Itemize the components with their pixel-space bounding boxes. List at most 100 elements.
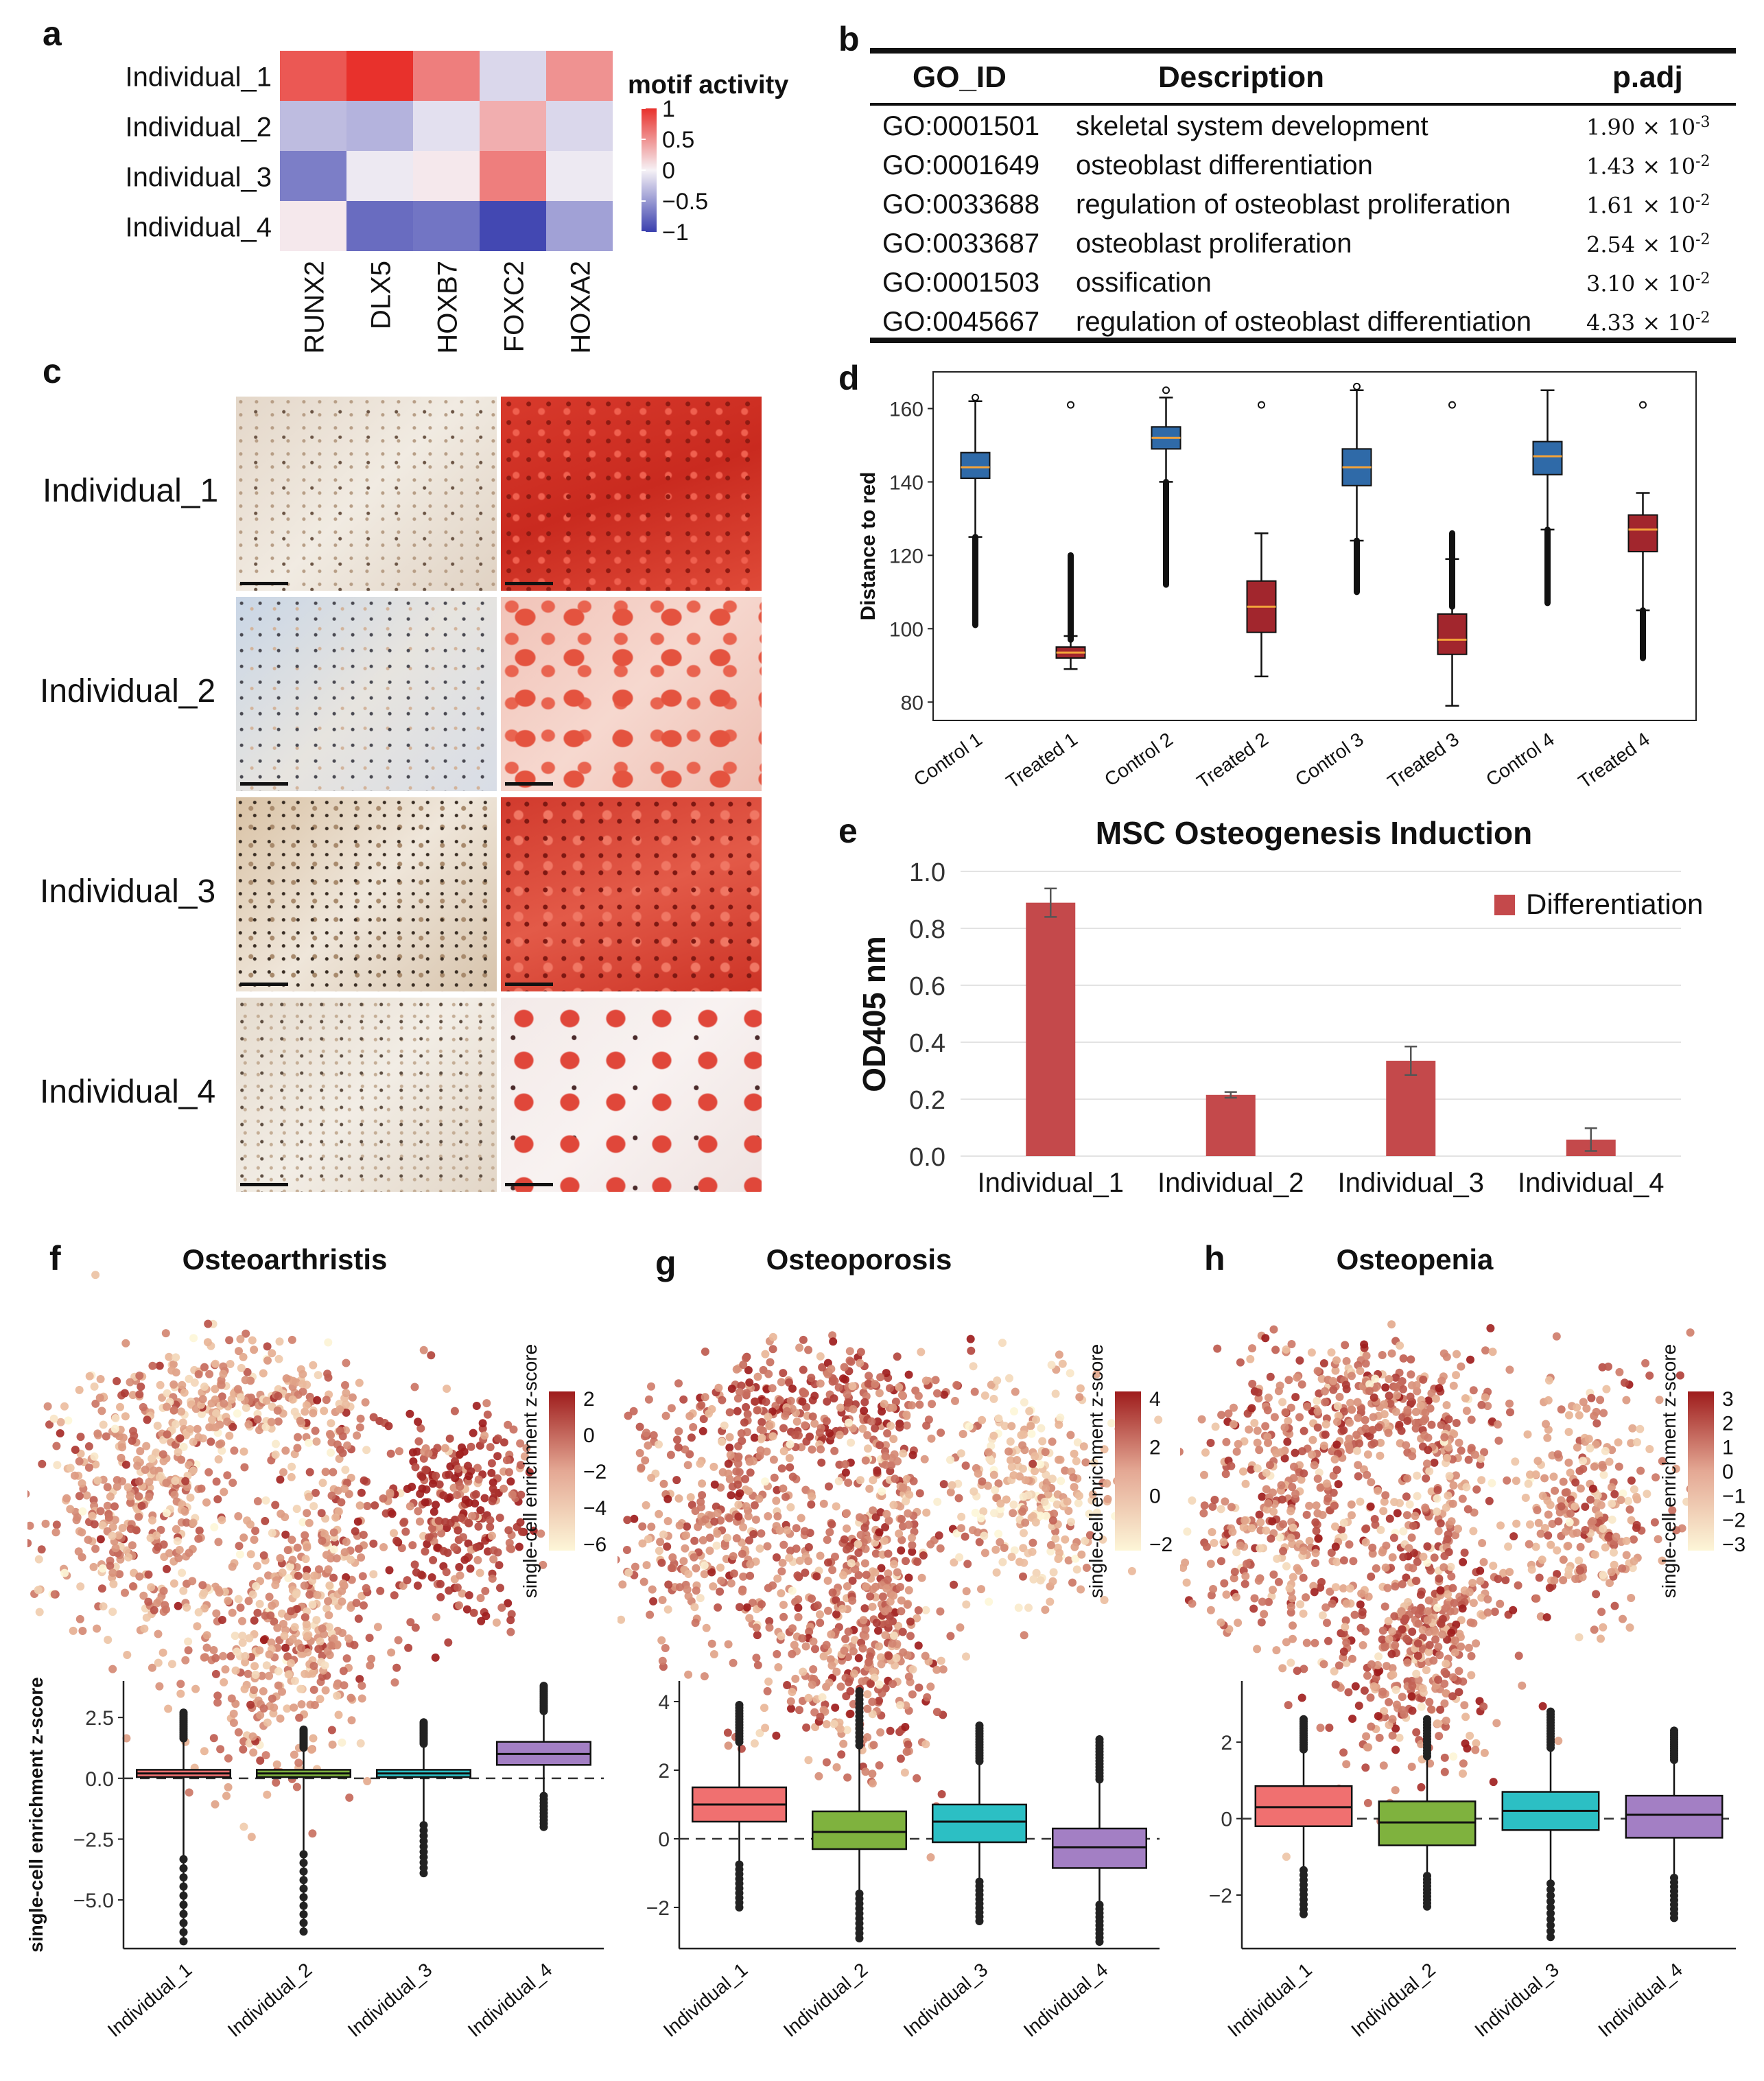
umap-cell-point (899, 1483, 908, 1492)
umap-cell-point (753, 1631, 762, 1640)
umap-cell-point (246, 1700, 255, 1709)
umap-cell-point (1471, 1745, 1480, 1754)
scale-bar (505, 582, 553, 585)
umap-cell-point (1107, 1419, 1116, 1428)
go-id: GO:0001501 (882, 111, 1040, 141)
umap-cell-point (418, 1472, 427, 1481)
umap-cell-point (207, 1437, 215, 1446)
umap-cell-point (1340, 1407, 1348, 1416)
umap-cell-point (261, 1516, 270, 1525)
umap-cell-point (176, 1434, 185, 1443)
umap-cell-point (252, 1562, 261, 1571)
umap-cell-point (234, 1595, 243, 1603)
umap-cell-point (851, 1565, 860, 1574)
umap-cell-point (204, 1468, 213, 1477)
outlier-point (299, 1927, 308, 1936)
umap-cell-point (1020, 1558, 1028, 1567)
umap-cell-point (1427, 1487, 1436, 1496)
umap-cell-point (1272, 1646, 1281, 1655)
umap-cell-point (276, 1714, 285, 1723)
umap-cell-point (1361, 1415, 1369, 1424)
umap-cell-point (1407, 1692, 1416, 1701)
umap-cell-point (135, 1572, 144, 1581)
umap-cell-point (1341, 1616, 1350, 1625)
umap-cell-point (798, 1397, 807, 1406)
y-axis-label: Distance to red (857, 472, 880, 621)
umap-cell-point (1374, 1712, 1383, 1721)
umap-cell-point (434, 1516, 443, 1525)
umap-cell-point (279, 1468, 287, 1477)
umap-cell-point (1331, 1583, 1340, 1592)
umap-cell-point (1505, 1568, 1514, 1577)
panel-title: Osteopenia (1337, 1243, 1494, 1275)
heatmap-row-label: Individual_4 (126, 213, 272, 243)
umap-cell-point (410, 1560, 419, 1569)
umap-cell-point (1369, 1413, 1378, 1422)
umap-cell-point (1313, 1367, 1322, 1376)
umap-cell-point (1393, 1391, 1401, 1400)
umap-cell-point (350, 1641, 359, 1649)
umap-cell-point (1384, 1429, 1393, 1437)
umap-cell-point (339, 1667, 348, 1676)
umap-cell-point (830, 1376, 839, 1385)
umap-cell-point (234, 1512, 243, 1520)
umap-cell-point (1300, 1469, 1308, 1478)
umap-cell-point (1449, 1673, 1457, 1682)
umap-cell-point (1311, 1518, 1320, 1527)
stain-row-label-3: Individual_3 (40, 873, 216, 910)
umap-cell-point (292, 1783, 301, 1791)
umap-cell-point (1418, 1684, 1427, 1693)
umap-cell-point (908, 1401, 916, 1410)
umap-cell-point (1234, 1619, 1243, 1627)
umap-cell-point (1668, 1506, 1677, 1515)
umap-cell-point (158, 1648, 167, 1657)
umap-cell-point (472, 1402, 481, 1410)
umap-cell-point (1210, 1538, 1219, 1547)
go-table-row: GO:0033687 osteoblast proliferation 2.54 ×… (870, 228, 1736, 268)
umap-cell-point (729, 1658, 738, 1667)
umap-cell-point (1197, 1415, 1206, 1424)
umap-cell-point (539, 1560, 548, 1569)
x-tick-label: Control 1 (910, 729, 986, 791)
umap-cell-point (1506, 1408, 1514, 1417)
umap-cell-point (313, 1396, 322, 1404)
umap-cell-point (140, 1624, 149, 1633)
umap-cell-point (709, 1650, 718, 1658)
umap-cell-point (118, 1443, 127, 1452)
umap-cell-point (1031, 1452, 1039, 1461)
umap-cell-point (913, 1557, 922, 1566)
umap-cell-point (178, 1568, 187, 1577)
umap-cell-point (1240, 1516, 1249, 1525)
umap-cell-point (1436, 1705, 1445, 1714)
colorbar-tick-label: 0 (583, 1424, 595, 1447)
umap-cell-point (285, 1562, 294, 1571)
umap-cell-point (763, 1686, 772, 1695)
umap-cell-point (1610, 1601, 1619, 1610)
umap-cell-point (502, 1456, 511, 1465)
go-description: skeletal system development (1076, 111, 1428, 141)
umap-cell-point (1209, 1585, 1218, 1593)
umap-cell-point (698, 1479, 707, 1488)
umap-cell-point (401, 1527, 410, 1536)
heatmap-legend-tick-label: −1 (662, 220, 689, 246)
umap-cell-point (1481, 1346, 1490, 1355)
outlier-point (975, 1721, 984, 1730)
umap-cell-point (390, 1529, 398, 1538)
umap-cell-point (134, 1512, 143, 1521)
umap-cell-point (1422, 1666, 1431, 1675)
umap-cell-point (1319, 1442, 1328, 1450)
umap-cell-point (153, 1599, 162, 1608)
umap-cell-point (794, 1603, 803, 1612)
outlier-point (299, 1876, 308, 1885)
umap-cell-point (804, 1557, 813, 1566)
box (1627, 514, 1658, 553)
umap-cell-point (121, 1460, 130, 1469)
umap-cell-point (1381, 1563, 1390, 1572)
umap-cell-point (862, 1582, 871, 1591)
umap-cell-point (843, 1524, 851, 1533)
umap-cell-point (135, 1372, 144, 1380)
umap-cell-point (1354, 1702, 1363, 1710)
umap-cell-point (456, 1482, 464, 1491)
umap-cell-point (1085, 1509, 1094, 1518)
umap-cell-point (962, 1587, 971, 1596)
